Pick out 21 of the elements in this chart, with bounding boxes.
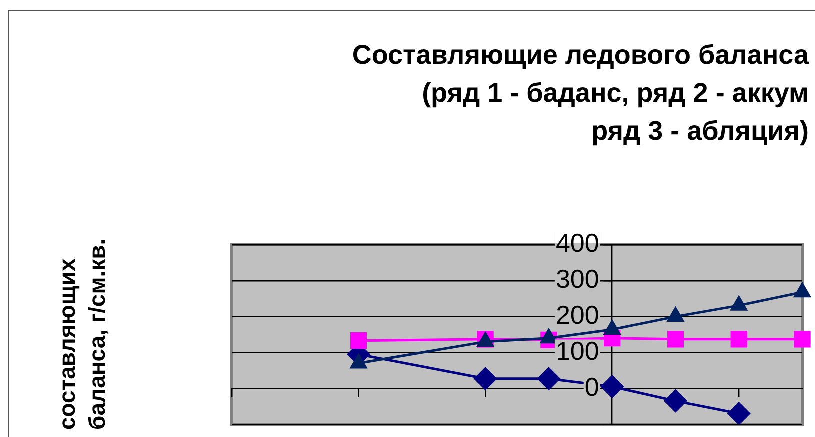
point: [540, 329, 558, 344]
point: [474, 368, 497, 390]
point: [730, 331, 748, 348]
point: [538, 368, 560, 390]
point: [668, 308, 684, 322]
y-tick-label: 400: [556, 228, 600, 258]
point: [604, 320, 621, 335]
y-tick-label: 100: [556, 336, 600, 366]
y-tick-label: 200: [556, 300, 600, 330]
point: [601, 376, 624, 398]
point: [794, 331, 811, 348]
point: [664, 390, 687, 412]
y-tick-label: 300: [556, 264, 600, 294]
point: [667, 331, 684, 348]
point: [730, 296, 748, 311]
point: [794, 283, 811, 298]
chart-title: Составляющие ледового баланса (ряд 1 - баданс, ряд 2 - аккум ряд 3 - абляция): [351, 39, 809, 148]
text: составляющих баланса, г/см.кв.: [53, 238, 111, 430]
y-tick-label: 0: [584, 372, 600, 402]
point: [728, 402, 750, 424]
point: [350, 332, 368, 350]
